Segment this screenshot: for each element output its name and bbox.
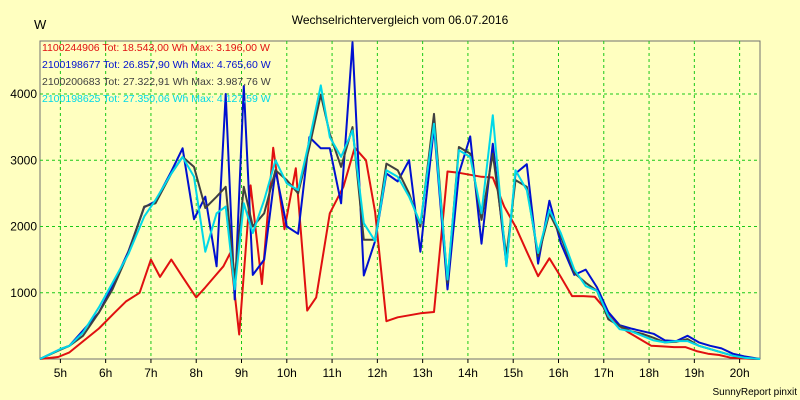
y-axis-unit-label: W (34, 17, 47, 32)
legend-entry-2100200683: 2100200683 Tot: 27.322,91 Wh Max: 3.987,… (42, 76, 271, 88)
x-axis-ticks: 5h 6h 7h 8h 9h 10h 11h 12h 13h 14h 15h 16h 17h 18h 19h… (54, 359, 750, 380)
chart: Wechselrichtervergleich vom 06.07.2016 W… (0, 0, 800, 400)
legend-entry-2100198677: 2100198677 Tot: 26.857,90 Wh Max: 4.765,… (42, 59, 271, 71)
footer-credit: SunnyReport pinxit (713, 387, 798, 398)
x-tick-label: 7h (144, 366, 157, 380)
x-tick-label: 19h (684, 366, 704, 380)
legend-entry-2100198625: 2100198625 Tot: 27.350,06 Wh Max: 4.127,… (42, 93, 271, 105)
x-tick-label: 6h (99, 366, 112, 380)
x-tick-label: 9h (235, 366, 248, 380)
y-axis-ticks: 1000 2000 3000 4000 (10, 87, 37, 300)
x-tick-label: 12h (367, 366, 387, 380)
x-tick-label: 18h (639, 366, 659, 380)
plot-area (40, 41, 760, 359)
x-tick-label: 8h (190, 366, 203, 380)
x-tick-label: 10h (277, 366, 297, 380)
x-tick-label: 16h (548, 366, 568, 380)
x-tick-label: 17h (594, 366, 614, 380)
x-tick-label: 14h (458, 366, 478, 380)
x-tick-label: 15h (503, 366, 523, 380)
legend-entry-1100244906: 1100244906 Tot: 18.543,00 Wh Max: 3.196,… (42, 42, 270, 54)
x-tick-label: 13h (413, 366, 433, 380)
y-tick-label: 4000 (10, 87, 37, 101)
y-tick-label: 1000 (10, 286, 37, 300)
x-tick-label: 20h (730, 366, 750, 380)
x-tick-label: 11h (323, 366, 342, 380)
y-tick-label: 2000 (10, 220, 37, 234)
y-tick-label: 3000 (10, 153, 37, 167)
chart-title: Wechselrichtervergleich vom 06.07.2016 (292, 13, 509, 27)
x-tick-label: 5h (54, 366, 67, 380)
